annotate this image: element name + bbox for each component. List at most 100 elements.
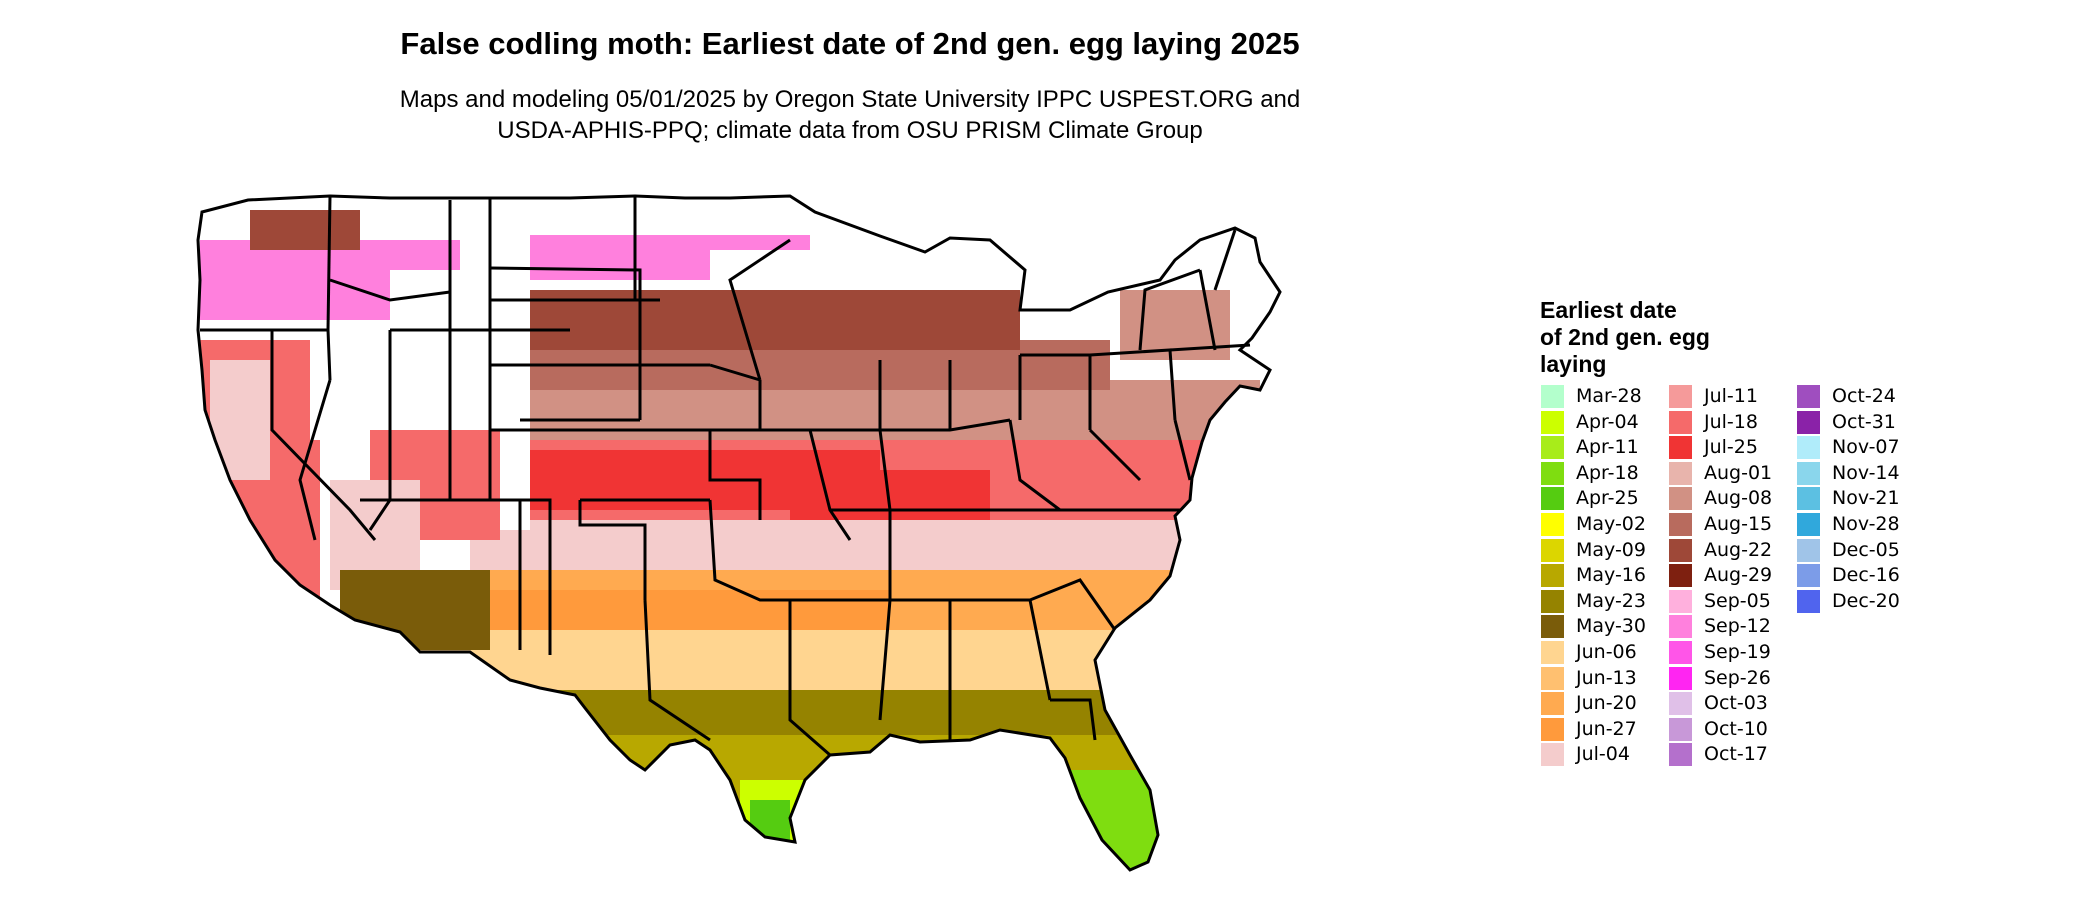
legend-label: Apr-04 bbox=[1576, 410, 1639, 433]
legend-swatch bbox=[1541, 564, 1564, 588]
state-boundaries bbox=[196, 194, 1282, 872]
legend-swatch bbox=[1541, 410, 1564, 434]
legend-label: Oct-10 bbox=[1704, 717, 1768, 740]
legend-swatch bbox=[1797, 538, 1820, 562]
legend-swatch bbox=[1541, 641, 1564, 664]
legend-swatch bbox=[1541, 692, 1564, 716]
map-color-fill bbox=[198, 196, 1280, 870]
legend-item: Oct-24 bbox=[1797, 385, 1927, 411]
legend-swatch bbox=[1797, 487, 1820, 511]
legend-label: Nov-14 bbox=[1832, 461, 1900, 484]
legend-label: Oct-24 bbox=[1832, 385, 1896, 407]
legend-label: Jun-27 bbox=[1576, 717, 1637, 740]
subtitle-line-1: Maps and modeling 05/01/2025 by Oregon S… bbox=[399, 86, 1301, 113]
legend-item: Aug-15 bbox=[1669, 513, 1799, 539]
legend-label: Jun-06 bbox=[1576, 641, 1637, 663]
legend-item: Jul-04 bbox=[1541, 743, 1671, 769]
legend-title-line-3: laying bbox=[1540, 351, 1607, 377]
legend-label: Aug-22 bbox=[1704, 538, 1773, 561]
legend-label: May-16 bbox=[1576, 564, 1646, 587]
legend-item: Jun-20 bbox=[1541, 692, 1671, 718]
legend-swatch bbox=[1797, 564, 1820, 588]
legend-item: Jul-25 bbox=[1669, 436, 1799, 462]
legend-item: Nov-21 bbox=[1797, 487, 1927, 513]
legend-item: May-09 bbox=[1541, 538, 1671, 565]
legend-label: Sep-12 bbox=[1704, 615, 1771, 638]
legend-label: Jul-04 bbox=[1576, 743, 1630, 766]
legend-swatch bbox=[1669, 513, 1692, 536]
legend-item: Mar-28 bbox=[1541, 385, 1671, 411]
legend-item: Aug-29 bbox=[1669, 564, 1799, 590]
legend-swatch bbox=[1541, 589, 1564, 613]
legend-swatch bbox=[1669, 436, 1692, 460]
legend-item: Nov-07 bbox=[1797, 436, 1927, 462]
legend-item: Jun-06 bbox=[1541, 641, 1671, 667]
legend-swatch bbox=[1541, 538, 1564, 562]
legend-swatch bbox=[1669, 615, 1692, 639]
legend-label: May-30 bbox=[1576, 615, 1646, 638]
legend-swatch bbox=[1669, 385, 1692, 408]
legend-label: Oct-03 bbox=[1704, 692, 1768, 715]
legend-swatch bbox=[1669, 692, 1692, 716]
legend-swatch bbox=[1669, 641, 1692, 664]
legend-label: Aug-15 bbox=[1704, 513, 1773, 535]
legend-swatch bbox=[1669, 589, 1692, 613]
legend-swatch bbox=[1797, 589, 1820, 613]
legend-item: Apr-25 bbox=[1541, 487, 1671, 513]
legend-item: Oct-03 bbox=[1669, 692, 1799, 718]
legend-swatch bbox=[1541, 615, 1564, 639]
legend-label: Apr-18 bbox=[1576, 461, 1639, 484]
legend-swatch bbox=[1797, 436, 1820, 460]
legend-swatch bbox=[1541, 436, 1564, 460]
legend-item: Oct-17 bbox=[1669, 743, 1799, 769]
legend-item: Jun-27 bbox=[1541, 717, 1671, 744]
legend-item: Oct-10 bbox=[1669, 717, 1799, 744]
map-subtitle: Maps and modeling 05/01/2025 by Oregon S… bbox=[0, 84, 1700, 146]
legend-item: May-02 bbox=[1541, 513, 1671, 539]
legend-swatch bbox=[1669, 743, 1692, 767]
legend-title-line-1: Earliest date bbox=[1540, 297, 1677, 323]
legend-item: Sep-26 bbox=[1669, 666, 1799, 693]
legend-item: Dec-05 bbox=[1797, 538, 1927, 565]
legend-item: May-16 bbox=[1541, 564, 1671, 590]
legend-title: Earliest date of 2nd gen. egg laying bbox=[1540, 297, 1710, 378]
legend-label: Oct-31 bbox=[1832, 410, 1896, 433]
legend-item: Nov-14 bbox=[1797, 461, 1927, 488]
legend-label: Jul-25 bbox=[1704, 436, 1758, 459]
legend-item: Sep-05 bbox=[1669, 589, 1799, 616]
legend-label: Nov-21 bbox=[1832, 487, 1900, 510]
legend-item: May-23 bbox=[1541, 589, 1671, 616]
legend-item: Apr-18 bbox=[1541, 461, 1671, 488]
subtitle-line-2: USDA-APHIS-PPQ; climate data from OSU PR… bbox=[497, 117, 1203, 144]
legend-label: Aug-29 bbox=[1704, 564, 1773, 587]
legend-label: Sep-05 bbox=[1704, 589, 1771, 612]
legend-label: Aug-01 bbox=[1704, 461, 1773, 484]
legend-label: Sep-26 bbox=[1704, 666, 1771, 689]
legend-swatch bbox=[1669, 538, 1692, 562]
legend-item: Sep-19 bbox=[1669, 641, 1799, 667]
legend-label: May-02 bbox=[1576, 513, 1646, 535]
map-title: False codling moth: Earliest date of 2nd… bbox=[400, 26, 1300, 61]
legend-swatch bbox=[1541, 461, 1564, 485]
legend-item: Jun-13 bbox=[1541, 666, 1671, 693]
legend-swatch bbox=[1541, 487, 1564, 511]
legend-label: Apr-25 bbox=[1576, 487, 1639, 510]
legend-label: Jun-20 bbox=[1576, 692, 1637, 715]
us-degree-day-map bbox=[196, 194, 1282, 872]
legend-item: Aug-08 bbox=[1669, 487, 1799, 513]
legend-item: Aug-22 bbox=[1669, 538, 1799, 565]
legend-label: May-23 bbox=[1576, 589, 1646, 612]
legend-item: Dec-16 bbox=[1797, 564, 1927, 590]
legend-swatch bbox=[1797, 513, 1820, 536]
legend-label: Nov-28 bbox=[1832, 513, 1900, 535]
legend-item: May-30 bbox=[1541, 615, 1671, 641]
legend-label: Nov-07 bbox=[1832, 436, 1900, 459]
legend-item: Aug-01 bbox=[1669, 461, 1799, 488]
legend-item: Jul-18 bbox=[1669, 410, 1799, 437]
legend-swatch bbox=[1669, 487, 1692, 511]
legend-label: Apr-11 bbox=[1576, 436, 1639, 459]
legend-item: Apr-11 bbox=[1541, 436, 1671, 462]
legend-label: Jul-18 bbox=[1704, 410, 1758, 433]
legend-title-line-2: of 2nd gen. egg bbox=[1540, 324, 1710, 350]
legend-swatch bbox=[1669, 410, 1692, 434]
